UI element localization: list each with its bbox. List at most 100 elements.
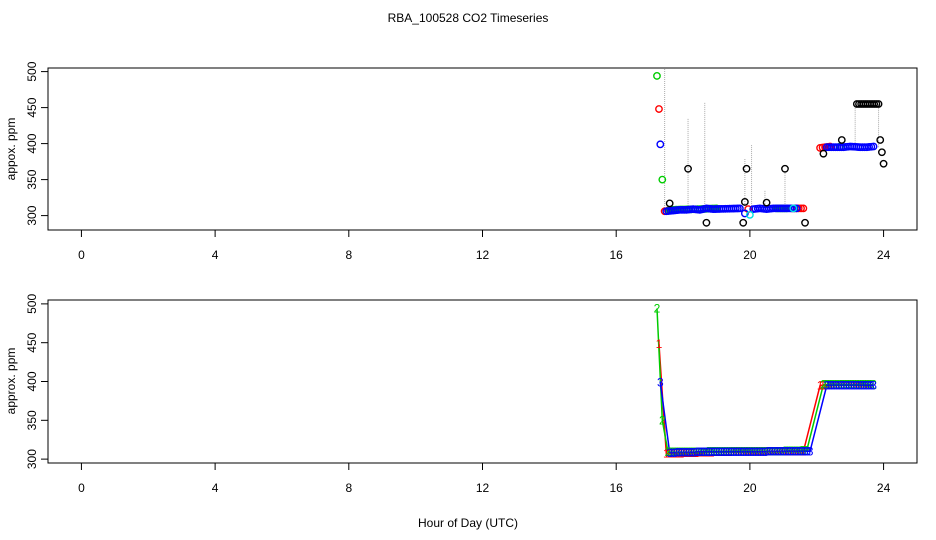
series-marker-2: 2 xyxy=(762,444,769,458)
series-marker-1: 1 xyxy=(835,378,842,392)
data-point-black xyxy=(762,198,771,207)
series-marker-2: 2 xyxy=(674,445,681,459)
series-marker-3: 3 xyxy=(785,444,792,458)
data-point-s3 xyxy=(740,209,749,218)
series-marker-2: 2 xyxy=(705,445,712,459)
series-marker-3: 3 xyxy=(760,445,767,459)
series-marker-1: 1 xyxy=(795,444,802,458)
series-marker-2: 2 xyxy=(862,378,869,392)
series-marker-2: 2 xyxy=(729,444,736,458)
series-marker-2: 2 xyxy=(830,378,837,392)
top-y-tick-label: 500 xyxy=(25,61,39,81)
series-marker-3: 3 xyxy=(671,446,678,460)
bottom-x-tick-label: 4 xyxy=(212,481,219,495)
series-marker-1: 1 xyxy=(817,378,824,392)
series-marker-2: 2 xyxy=(832,378,839,392)
data-point-s4 xyxy=(789,204,798,213)
series-marker-2: 2 xyxy=(754,444,761,458)
series-marker-2: 2 xyxy=(803,444,810,458)
series-marker-2: 2 xyxy=(791,444,798,458)
series-marker-2: 2 xyxy=(774,444,781,458)
bottom-y-axis-label: approx. ppm xyxy=(4,348,18,415)
bottom-y-tick-label: 350 xyxy=(25,410,39,430)
series-marker-1: 1 xyxy=(857,378,864,392)
series-marker-3: 3 xyxy=(868,378,875,392)
bottom-y-tick-label: 500 xyxy=(25,294,39,314)
series-marker-1: 1 xyxy=(716,445,723,459)
series-marker-3: 3 xyxy=(686,445,693,459)
bottom-y-tick-label: 450 xyxy=(25,332,39,352)
data-point-black xyxy=(879,159,888,168)
bottom-x-tick-label: 16 xyxy=(610,481,624,495)
bottom-x-tick-label: 24 xyxy=(877,481,891,495)
series-marker-2: 2 xyxy=(709,445,716,459)
series-marker-2: 2 xyxy=(784,444,791,458)
series-marker-3: 3 xyxy=(863,378,870,392)
data-point-black xyxy=(878,148,886,157)
data-point-black xyxy=(742,164,751,173)
series-marker-1: 1 xyxy=(751,444,758,458)
series-marker-2: 2 xyxy=(789,444,796,458)
bottom-plot-frame xyxy=(47,299,918,464)
series-marker-3: 3 xyxy=(856,378,863,392)
series-marker-1: 1 xyxy=(731,445,738,459)
series-marker-3: 3 xyxy=(770,445,777,459)
series-marker-1: 1 xyxy=(862,378,869,392)
series-marker-1: 1 xyxy=(763,444,770,458)
series-marker-2: 2 xyxy=(844,378,851,392)
series-marker-3: 3 xyxy=(846,378,853,392)
series-marker-2: 2 xyxy=(712,445,719,459)
series-marker-1: 1 xyxy=(783,444,790,458)
series-marker-3: 3 xyxy=(709,445,716,459)
data-point-black xyxy=(801,218,809,227)
data-point-s3 xyxy=(733,204,742,213)
series-marker-3: 3 xyxy=(713,445,720,459)
top-y-tick-label: 450 xyxy=(25,97,39,117)
series-marker-2: 2 xyxy=(669,445,676,459)
series-marker-2: 2 xyxy=(726,444,733,458)
series-marker-2: 2 xyxy=(695,445,702,459)
series-marker-2: 2 xyxy=(693,445,700,459)
bottom-x-tick-label: 12 xyxy=(476,481,490,495)
series-marker-1: 1 xyxy=(741,444,748,458)
series-marker-1: 1 xyxy=(700,446,707,460)
series-marker-2: 2 xyxy=(781,444,788,458)
series-marker-1: 1 xyxy=(723,445,730,459)
series-marker-3: 3 xyxy=(865,378,872,392)
series-marker-3: 3 xyxy=(762,445,769,459)
series-marker-3: 3 xyxy=(733,445,740,459)
data-point-black xyxy=(819,149,828,158)
series-marker-1: 1 xyxy=(682,446,689,460)
series-marker-2: 2 xyxy=(739,444,746,458)
series-marker-1: 1 xyxy=(690,446,697,460)
top-y-tick-label: 350 xyxy=(25,169,39,189)
series-marker-2: 2 xyxy=(744,444,751,458)
series-marker-2: 2 xyxy=(707,445,714,459)
series-marker-3: 3 xyxy=(704,445,711,459)
series-marker-3: 3 xyxy=(799,444,806,458)
series-marker-1: 1 xyxy=(748,444,755,458)
series-marker-3: 3 xyxy=(861,378,868,392)
series-marker-2: 2 xyxy=(714,444,721,458)
series-marker-3: 3 xyxy=(701,445,708,459)
series-marker-2: 2 xyxy=(742,444,749,458)
series-marker-3: 3 xyxy=(755,445,762,459)
top-x-tick-label: 24 xyxy=(877,248,891,262)
series-marker-1: 1 xyxy=(776,444,783,458)
series-marker-2: 2 xyxy=(796,444,803,458)
series-marker-3: 3 xyxy=(841,378,848,392)
series-marker-1: 1 xyxy=(753,444,760,458)
series-marker-1: 1 xyxy=(692,446,699,460)
series-marker-2: 2 xyxy=(801,444,808,458)
series-marker-2: 2 xyxy=(840,378,847,392)
series-marker-1: 1 xyxy=(768,444,775,458)
series-marker-2: 2 xyxy=(716,444,723,458)
series-marker-3: 3 xyxy=(777,444,784,458)
series-marker-2: 2 xyxy=(686,445,693,459)
series-marker-3: 3 xyxy=(679,446,686,460)
series-marker-1: 1 xyxy=(756,444,763,458)
series-marker-3: 3 xyxy=(735,445,742,459)
series-marker-1: 1 xyxy=(728,445,735,459)
top-data-points xyxy=(653,72,888,227)
